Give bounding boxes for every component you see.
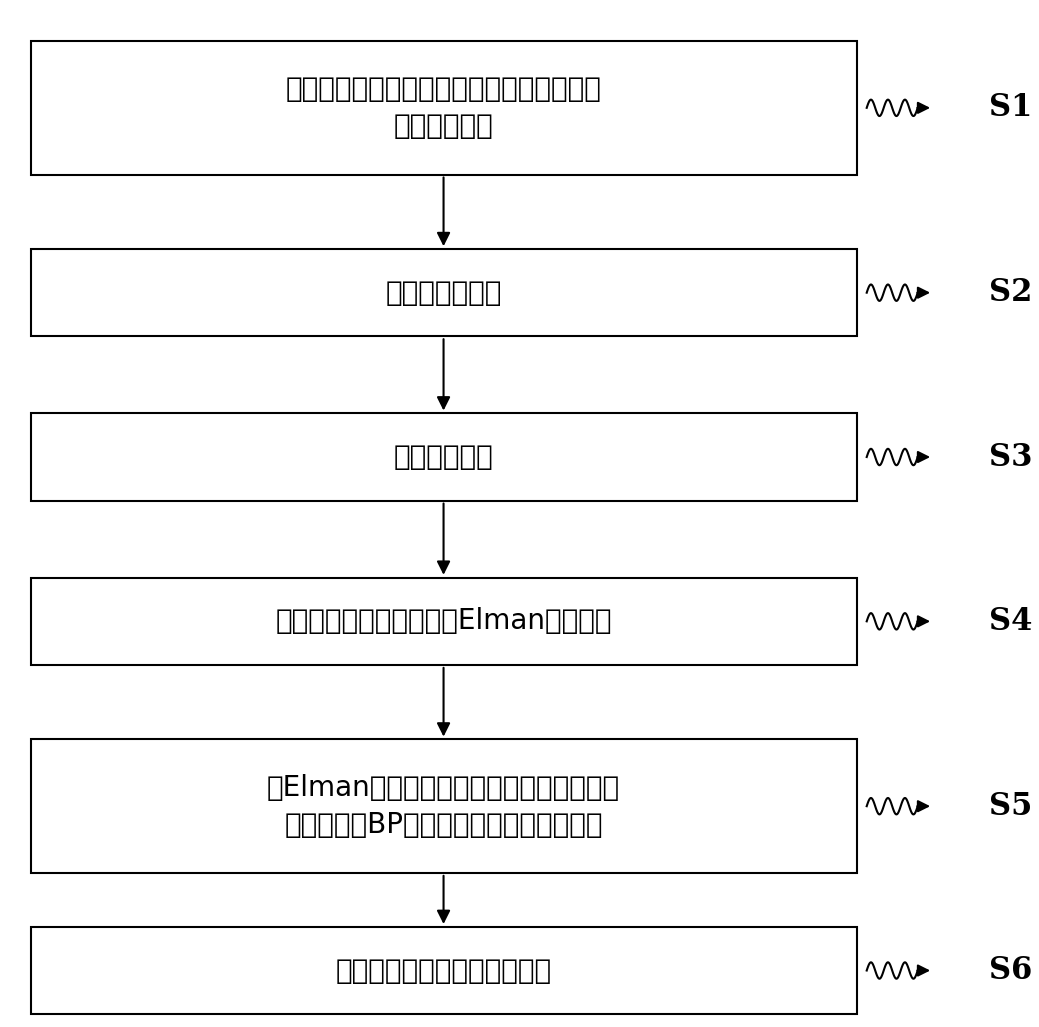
Text: S1: S1: [989, 92, 1033, 123]
FancyBboxPatch shape: [30, 413, 856, 500]
FancyBboxPatch shape: [30, 739, 856, 873]
Text: S3: S3: [989, 442, 1033, 472]
FancyBboxPatch shape: [30, 249, 856, 336]
Text: 获取电缆中电流成分、电流值、电缆损耗、
导体温度数据: 获取电缆中电流成分、电流值、电缆损耗、 导体温度数据: [286, 75, 602, 141]
Text: 对Elman神经网络用遗传算法先进行一次优
化，后使用BP算法进行二次优化方法训练: 对Elman神经网络用遗传算法先进行一次优 化，后使用BP算法进行二次优化方法训…: [267, 773, 620, 839]
Text: S6: S6: [989, 955, 1033, 986]
FancyBboxPatch shape: [30, 926, 856, 1015]
Text: 根据训练样本中构建一个Elman神经网络: 根据训练样本中构建一个Elman神经网络: [275, 607, 612, 636]
FancyBboxPatch shape: [30, 577, 856, 665]
Text: 获取的仿真数据: 获取的仿真数据: [385, 278, 502, 307]
FancyBboxPatch shape: [30, 41, 856, 175]
Text: S2: S2: [989, 277, 1033, 308]
Text: S4: S4: [989, 606, 1033, 637]
Text: 计算电缆的损耗和线芯的温度: 计算电缆的损耗和线芯的温度: [336, 956, 552, 985]
Text: S5: S5: [989, 791, 1033, 822]
Text: 选取训练样本: 选取训练样本: [394, 443, 494, 471]
